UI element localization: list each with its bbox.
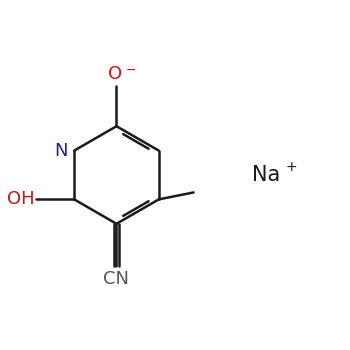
Text: O: O [108, 65, 122, 83]
Text: N: N [55, 142, 68, 160]
Text: OH: OH [7, 190, 34, 208]
Text: Na: Na [252, 165, 280, 185]
Text: +: + [286, 160, 297, 174]
Text: −: − [125, 64, 136, 77]
Text: CN: CN [104, 270, 130, 288]
